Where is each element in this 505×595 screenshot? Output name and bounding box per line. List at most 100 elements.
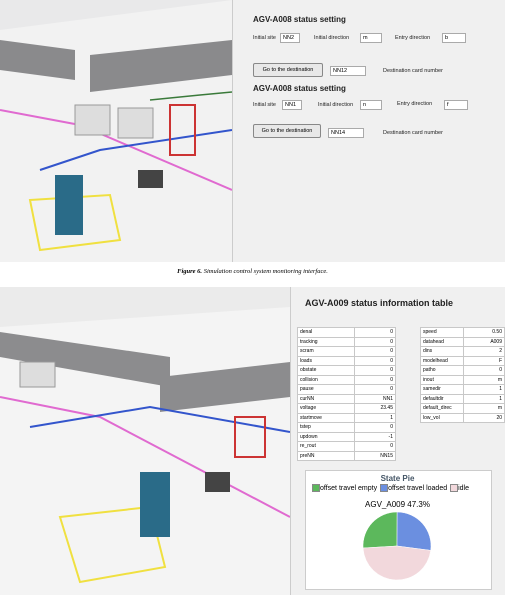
table-row: updown -1	[297, 431, 396, 442]
legend-swatch	[450, 484, 459, 492]
input[interactable]: n	[360, 100, 382, 110]
legend: offset travel empty offset travel loaded i…	[312, 484, 487, 493]
cell-name: datahead	[419, 336, 465, 347]
label: Initial direction	[314, 35, 350, 41]
legend-item: offset travel loaded	[380, 484, 448, 492]
table-row: preNN NN15	[297, 450, 396, 461]
input[interactable]: f	[444, 100, 468, 110]
cell-value: 0	[354, 327, 396, 338]
pie	[362, 511, 432, 581]
cell-value: 0	[354, 336, 396, 347]
cell-name: obstate	[297, 365, 355, 376]
button[interactable]: Go to the destination	[253, 63, 323, 77]
cell-name: defaultdir	[419, 393, 465, 404]
cell-name: denal	[297, 327, 355, 338]
label: Entry direction	[397, 101, 433, 107]
input[interactable]: m	[360, 33, 382, 43]
input[interactable]: NN2	[280, 33, 300, 43]
input[interactable]: NN14	[328, 128, 364, 138]
cell-name: updown	[297, 431, 355, 442]
legend-label: offset travel loaded	[388, 484, 448, 492]
table-row: loads 0	[297, 355, 396, 366]
cell-value: 2	[463, 346, 505, 357]
cell-name: default_direc	[419, 403, 465, 414]
table-row: patho 0	[419, 365, 505, 376]
legend-label: idle	[458, 484, 470, 492]
cell-value: 0.50	[463, 327, 505, 338]
table-row: pause 0	[297, 384, 396, 395]
scene-bottom	[0, 287, 290, 595]
cell-value: 0	[463, 365, 505, 376]
cell-name: pause	[297, 384, 355, 395]
input[interactable]: NN12	[330, 66, 366, 76]
cell-name: dins	[419, 346, 465, 357]
cell-name: re_rout	[297, 441, 355, 452]
legend-item: idle	[450, 484, 470, 492]
input[interactable]: b	[442, 33, 466, 43]
cell-value: NN15	[354, 450, 396, 461]
label: Initial site	[253, 35, 276, 41]
table-row: speed 0.50	[419, 327, 505, 338]
cell-name: loads	[297, 355, 355, 366]
cell-value: m	[463, 403, 505, 414]
cell-value: 1	[354, 412, 396, 423]
legend-label: offset travel empty	[320, 484, 378, 492]
cell-name: low_vol	[419, 412, 465, 423]
pie-subtitle: AGV_A009 47.3%	[365, 500, 430, 509]
table-row: inout m	[419, 374, 505, 385]
label: Initial direction	[318, 102, 354, 108]
cell-name: patho	[419, 365, 465, 376]
cell-value: 0	[354, 355, 396, 366]
cell-value: 0	[354, 374, 396, 385]
cell-value: 23.45	[354, 403, 396, 414]
legend-swatch	[312, 484, 320, 492]
panel-title: AGV-A008 status setting	[253, 84, 346, 93]
cell-value: F	[463, 355, 505, 366]
cell-name: voltage	[297, 403, 355, 414]
pie-slice	[396, 511, 432, 551]
input[interactable]: NN1	[282, 100, 302, 110]
cell-value: A009	[463, 336, 505, 347]
cell-value: 0	[354, 422, 396, 433]
table-row: low_vol 20	[419, 412, 505, 423]
pie-slice	[362, 545, 431, 581]
table-row: default_direc m	[419, 403, 505, 414]
table-row: obstate 0	[297, 365, 396, 376]
table-row: startmove 1	[297, 412, 396, 423]
table-row: scram 0	[297, 346, 396, 357]
cell-name: modelhead	[419, 355, 465, 366]
caption: Figure 6. Simulation control system moni…	[0, 268, 505, 275]
cell-name: scram	[297, 346, 355, 357]
cell-value: 0	[354, 384, 396, 395]
pie-title: State Pie	[380, 474, 415, 483]
table-row: modelhead F	[419, 355, 505, 366]
scene-top	[0, 0, 232, 262]
label: Entry direction	[395, 35, 431, 41]
cell-value: 0	[354, 441, 396, 452]
table-row: collision 0	[297, 374, 396, 385]
cell-name: collision	[297, 374, 355, 385]
table-row: re_rout 0	[297, 441, 396, 452]
button[interactable]: Go to the destination	[253, 124, 321, 138]
cell-value: m	[463, 374, 505, 385]
cell-name: speed	[419, 327, 465, 338]
caption-text: Simulation control system monitoring int…	[203, 268, 328, 275]
table-row: curNN NN1	[297, 393, 396, 404]
table-row: denal 0	[297, 327, 396, 338]
legend-item: offset travel empty	[312, 484, 378, 492]
label: Initial site	[253, 102, 276, 108]
cell-value: 0	[354, 346, 396, 357]
table-row: datahead A009	[419, 336, 505, 347]
cell-name: curNN	[297, 393, 355, 404]
left-table: denal 0 tracking 0 scram 0 loads 0 obstate 0 colli…	[297, 327, 396, 461]
table-row: voltage 23.45	[297, 403, 396, 414]
table-row: dins 2	[419, 346, 505, 357]
table-row: samedir 1	[419, 384, 505, 395]
panel-title: AGV-A009 status information table	[305, 298, 454, 308]
table-row: tstep 0	[297, 422, 396, 433]
caption-label: Figure 6.	[177, 268, 203, 275]
cell-value: 1	[463, 384, 505, 395]
cell-name: samedir	[419, 384, 465, 395]
cell-name: preNN	[297, 450, 355, 461]
